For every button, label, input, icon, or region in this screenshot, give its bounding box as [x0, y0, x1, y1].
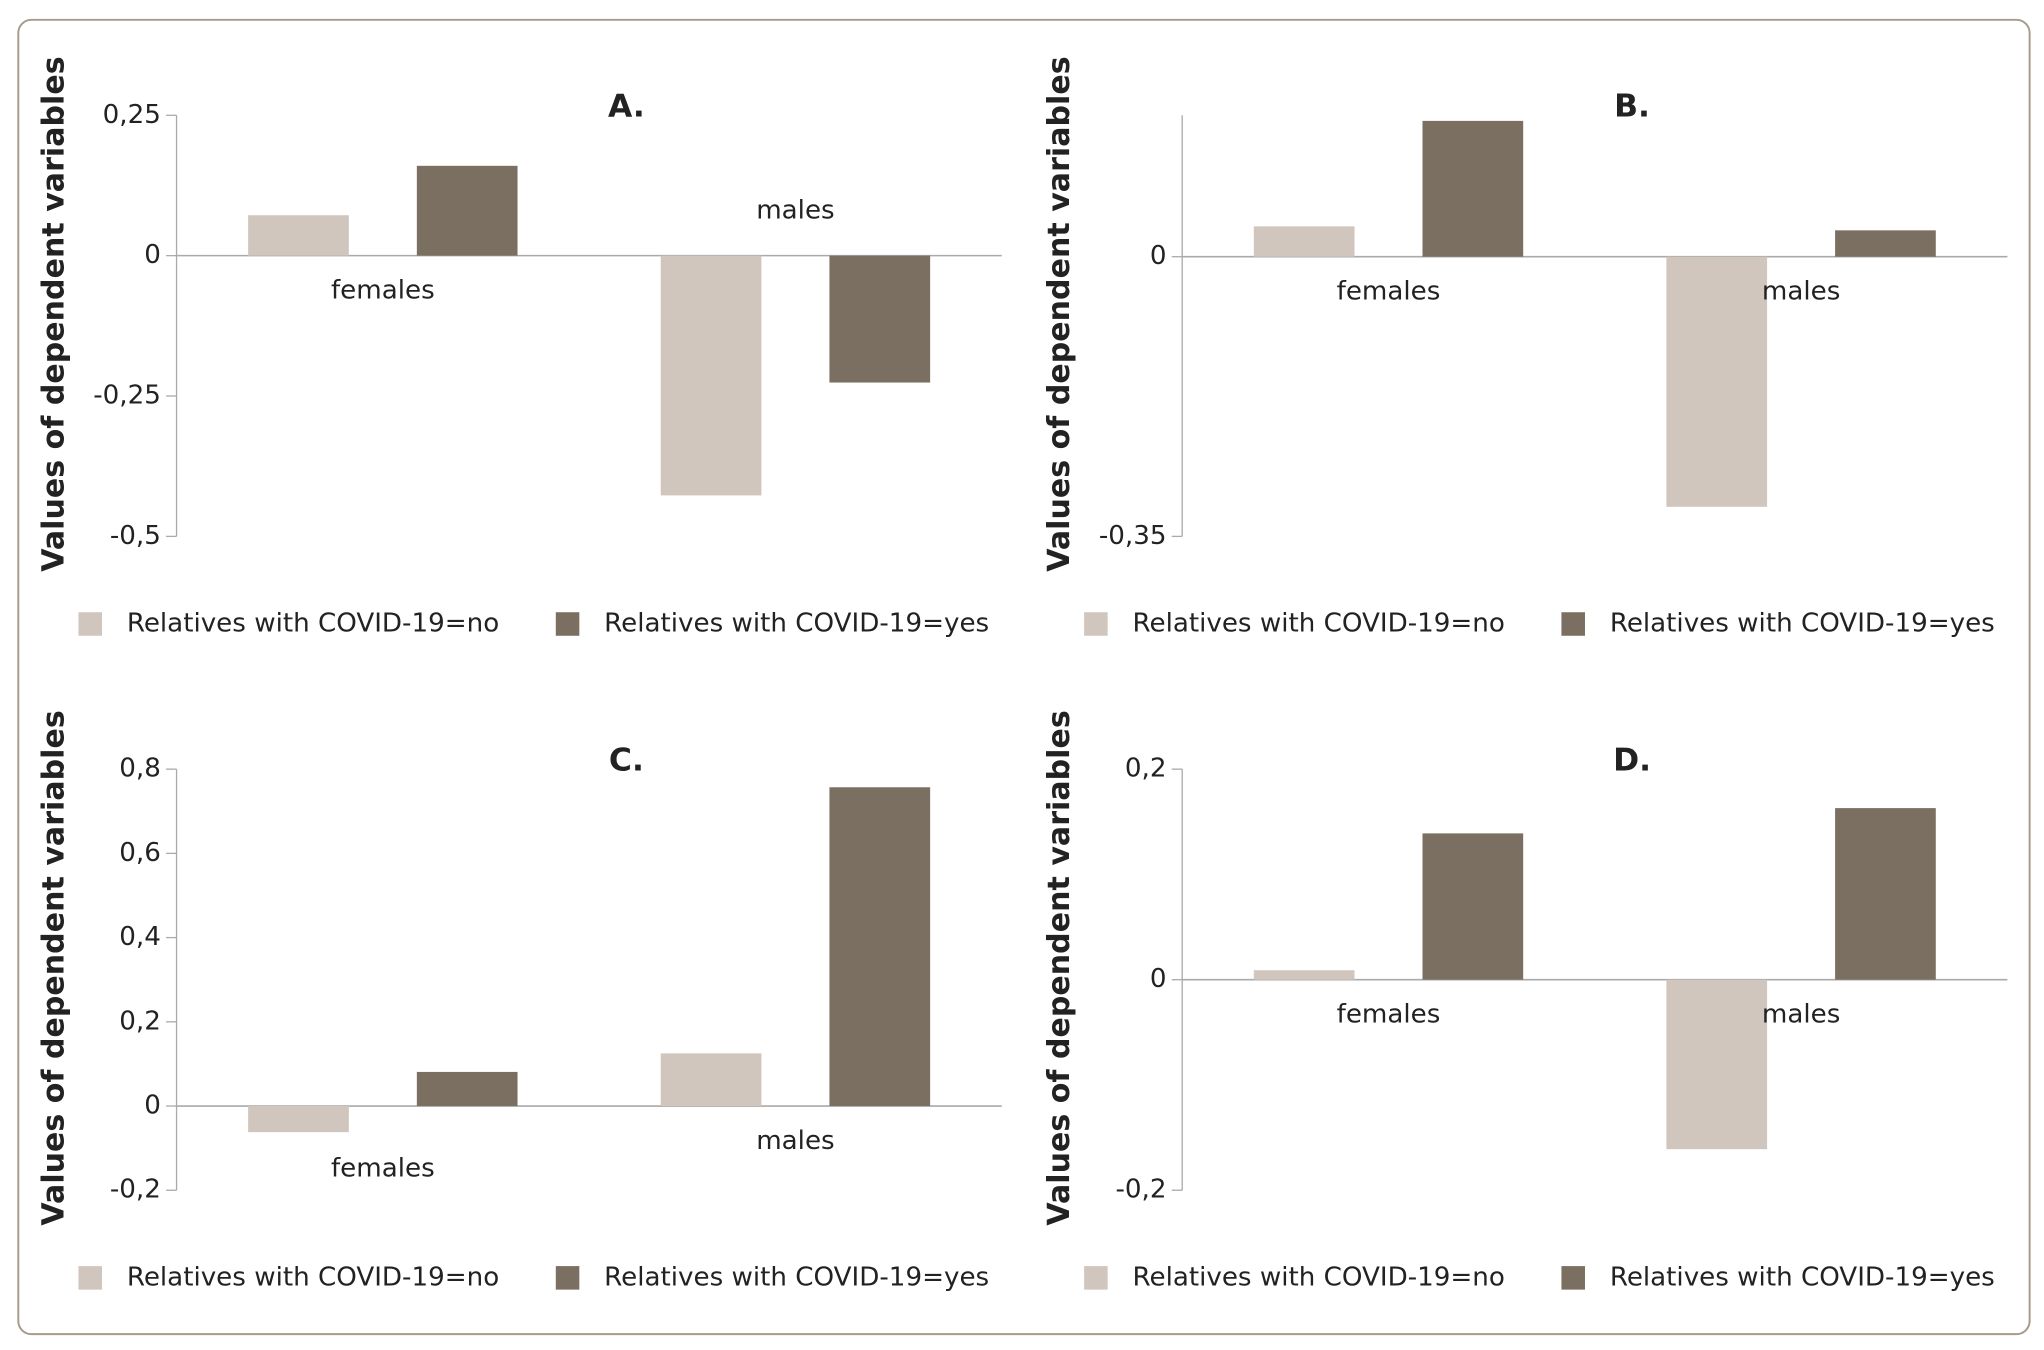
category-label: males [1762, 1000, 1840, 1030]
bar [1422, 120, 1524, 257]
bar [416, 1071, 518, 1107]
bar [660, 1053, 762, 1107]
bar [248, 215, 349, 256]
bar [1835, 808, 1936, 980]
y-tick-label: 0,4 [119, 922, 161, 952]
category-label: females [331, 1153, 435, 1183]
legend-swatch [555, 612, 580, 636]
legend-swatch [78, 612, 103, 636]
y-tick-label: 0,6 [119, 838, 161, 868]
chart-title: D. [1613, 742, 1651, 778]
y-tick-label: 0 [1150, 964, 1167, 994]
legend-swatch [1561, 612, 1585, 636]
legend-label: Relatives with COVID-19=no [127, 608, 499, 638]
bar [829, 787, 931, 1107]
y-tick-label: 0,25 [103, 100, 161, 130]
legend-label: Relatives with COVID-19=no [1133, 608, 1505, 638]
bar [1253, 226, 1355, 257]
legend-label: Relatives with COVID-19=yes [604, 608, 989, 638]
bar [248, 1106, 349, 1133]
legend-swatch [1561, 1266, 1585, 1290]
category-label: females [1337, 1000, 1441, 1030]
chart-title: A. [608, 88, 645, 124]
y-tick-label: -0,5 [110, 521, 161, 551]
y-tick-label: 0,2 [119, 1006, 161, 1036]
y-tick-label: 0 [1150, 241, 1167, 271]
category-label: males [756, 1126, 834, 1156]
bar [416, 165, 518, 256]
bar [1422, 833, 1524, 980]
bar [1835, 230, 1936, 257]
y-tick-label: 0 [144, 240, 161, 270]
frame [17, 18, 2031, 1336]
y-tick-label: -0,2 [1115, 1175, 1166, 1205]
bar [1666, 979, 1768, 1150]
bar [1253, 970, 1355, 980]
y-tick-label: 0,2 [1125, 754, 1167, 784]
chart-title: C. [609, 742, 644, 778]
chart-title: B. [1614, 88, 1650, 124]
bar [829, 255, 931, 383]
y-tick-label: -0,35 [1099, 521, 1167, 551]
category-label: males [1762, 277, 1840, 307]
legend-label: Relatives with COVID-19=yes [604, 1262, 989, 1292]
legend-label: Relatives with COVID-19=no [1133, 1262, 1505, 1292]
bar [1666, 256, 1768, 507]
category-label: females [1337, 277, 1441, 307]
legend-swatch [1084, 612, 1108, 636]
legend-swatch [555, 1266, 580, 1290]
y-axis-label: Values of dependent variables [36, 710, 71, 1225]
category-label: males [756, 196, 834, 226]
y-axis-label: Values of dependent variables [1042, 710, 1077, 1225]
y-axis-label: Values of dependent variables [1042, 56, 1077, 571]
legend-label: Relatives with COVID-19=yes [1610, 608, 1995, 638]
y-tick-label: 0,8 [119, 754, 161, 784]
category-label: females [331, 275, 435, 305]
bar [660, 255, 762, 496]
y-axis-label: Values of dependent variables [36, 56, 71, 571]
legend-swatch [1084, 1266, 1108, 1290]
legend-label: Relatives with COVID-19=no [127, 1262, 499, 1292]
legend-label: Relatives with COVID-19=yes [1610, 1262, 1995, 1292]
legend-swatch [78, 1266, 103, 1290]
y-tick-label: -0,25 [93, 381, 161, 411]
y-tick-label: -0,2 [110, 1175, 161, 1205]
y-tick-label: 0 [144, 1091, 161, 1121]
